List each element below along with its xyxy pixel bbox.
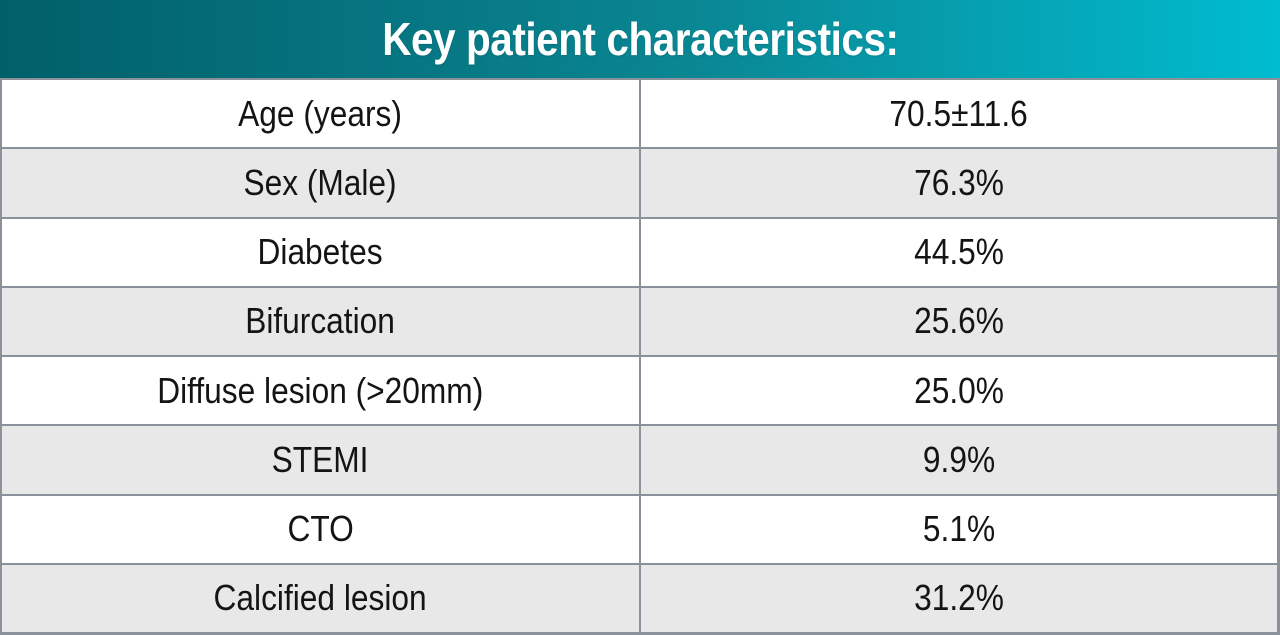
row-value: 5.1%: [922, 508, 995, 550]
table-row: Calcified lesion 31.2%: [2, 562, 1278, 632]
row-value-cell: 76.3%: [641, 149, 1278, 216]
table-row: Diabetes 44.5%: [2, 216, 1278, 286]
row-value-cell: 25.0%: [641, 357, 1278, 424]
row-value: 44.5%: [913, 231, 1004, 273]
row-label-cell: Diabetes: [2, 218, 641, 286]
table-row: CTO 5.1%: [2, 493, 1278, 563]
row-label: Calcified lesion: [213, 577, 427, 619]
row-value-cell: 5.1%: [641, 496, 1278, 563]
row-label-cell: Age (years): [2, 80, 641, 148]
table-body: Age (years) 70.5±11.6 Sex (Male) 76.3% D…: [0, 78, 1280, 635]
table-row: Sex (Male) 76.3%: [2, 147, 1278, 217]
row-label: STEMI: [271, 438, 369, 480]
row-label-cell: Calcified lesion: [2, 564, 641, 632]
row-value-cell: 25.6%: [641, 288, 1278, 355]
row-value: 9.9%: [922, 438, 995, 480]
row-label-cell: Diffuse lesion (>20mm): [2, 357, 641, 425]
table-row: Diffuse lesion (>20mm) 25.0%: [2, 355, 1278, 425]
row-value: 25.6%: [913, 300, 1004, 342]
row-value-cell: 31.2%: [641, 565, 1278, 632]
table-row: Bifurcation 25.6%: [2, 285, 1278, 355]
row-label-cell: STEMI: [2, 426, 641, 494]
table-header-band: Key patient characteristics:: [0, 0, 1280, 78]
row-value-cell: 70.5±11.6: [641, 80, 1278, 147]
row-value: 31.2%: [913, 577, 1004, 619]
row-value: 76.3%: [913, 161, 1004, 203]
row-value-cell: 9.9%: [641, 426, 1278, 493]
row-label-cell: CTO: [2, 495, 641, 563]
row-label: Age (years): [238, 92, 403, 134]
row-label: CTO: [287, 508, 354, 550]
row-label-cell: Sex (Male): [2, 149, 641, 217]
row-label: Diffuse lesion (>20mm): [157, 369, 484, 411]
table-row: Age (years) 70.5±11.6: [2, 78, 1278, 148]
row-value-cell: 44.5%: [641, 219, 1278, 286]
row-value: 25.0%: [913, 369, 1004, 411]
table-row: STEMI 9.9%: [2, 424, 1278, 494]
row-label: Bifurcation: [245, 300, 396, 342]
row-value: 70.5±11.6: [889, 92, 1028, 134]
row-label: Sex (Male): [243, 161, 397, 203]
row-label-cell: Bifurcation: [2, 287, 641, 355]
row-label: Diabetes: [257, 231, 383, 273]
table-title: Key patient characteristics:: [381, 13, 899, 65]
